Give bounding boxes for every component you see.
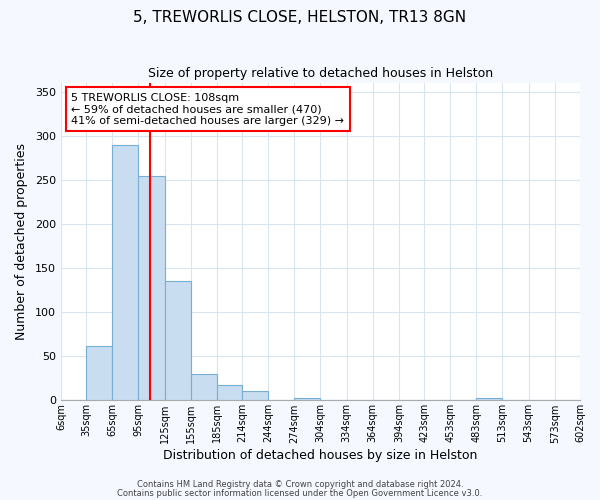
Bar [476, 398, 502, 400]
Bar [217, 384, 242, 400]
Text: 5, TREWORLIS CLOSE, HELSTON, TR13 8GN: 5, TREWORLIS CLOSE, HELSTON, TR13 8GN [133, 10, 467, 25]
Text: Contains public sector information licensed under the Open Government Licence v3: Contains public sector information licen… [118, 488, 482, 498]
Bar [139, 176, 164, 400]
Bar [242, 390, 268, 400]
Bar [86, 346, 112, 401]
Bar [191, 374, 217, 400]
Title: Size of property relative to detached houses in Helston: Size of property relative to detached ho… [148, 68, 493, 80]
Bar [295, 398, 320, 400]
Y-axis label: Number of detached properties: Number of detached properties [15, 143, 28, 340]
Bar [164, 282, 191, 401]
Text: 5 TREWORLIS CLOSE: 108sqm
← 59% of detached houses are smaller (470)
41% of semi: 5 TREWORLIS CLOSE: 108sqm ← 59% of detac… [71, 92, 344, 126]
Text: Contains HM Land Registry data © Crown copyright and database right 2024.: Contains HM Land Registry data © Crown c… [137, 480, 463, 489]
X-axis label: Distribution of detached houses by size in Helston: Distribution of detached houses by size … [163, 450, 478, 462]
Bar [112, 145, 139, 401]
